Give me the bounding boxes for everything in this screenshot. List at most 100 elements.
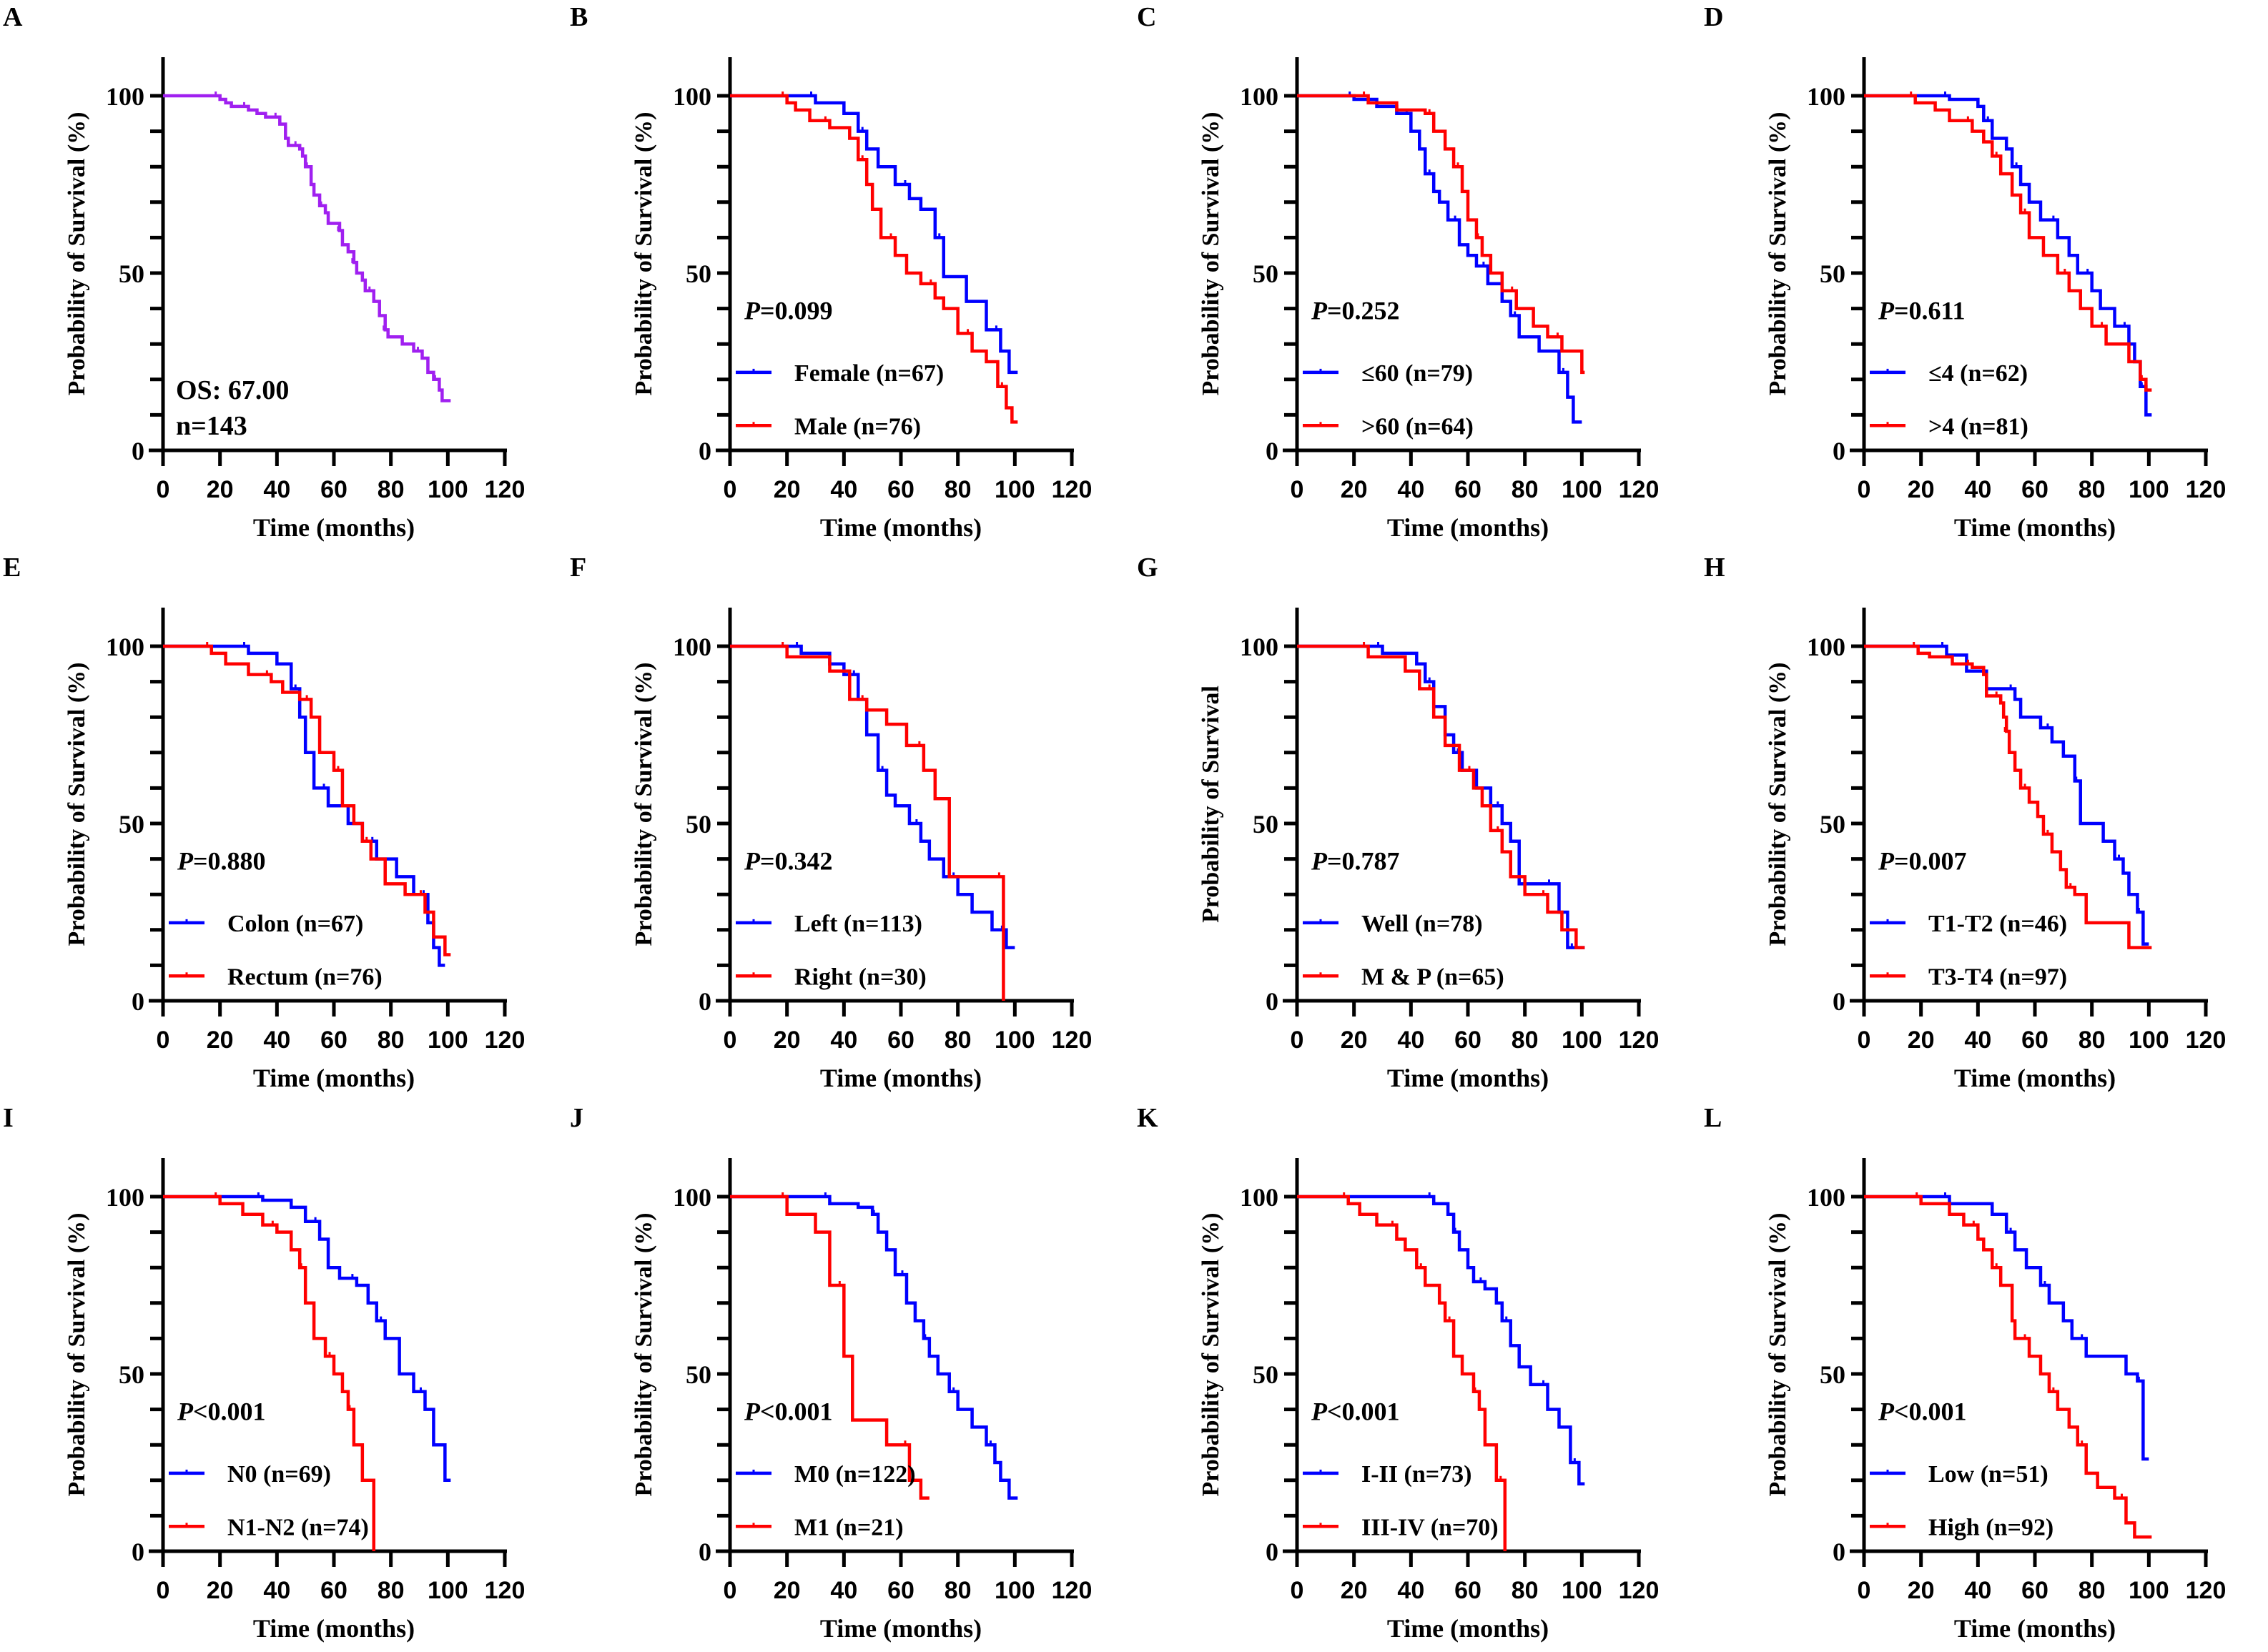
x-tick-label: 60 [2021, 1577, 2048, 1604]
x-tick-label: 60 [1454, 1577, 1481, 1604]
y-axis-title: Probability of Survival (%) [1765, 112, 1791, 396]
y-tick-label: 50 [1820, 259, 1845, 288]
p-value-text: P=0.880 [177, 846, 266, 875]
survival-curve-2 [1864, 94, 2152, 392]
x-tick-label: 60 [887, 1577, 914, 1604]
x-axis-title: Time (months) [1954, 1064, 2116, 1092]
panel-label: K [1137, 1103, 1158, 1133]
km-panel-l: L 0 50 100 0 20 40 60 80 100 120 Time (months) Proba… [1704, 1103, 2227, 1643]
y-tick-label: 0 [1833, 1538, 1845, 1566]
x-tick-label: 0 [1858, 1577, 1871, 1604]
p-value-text: P<0.001 [1878, 1397, 1967, 1425]
x-tick-label: 40 [1397, 1577, 1424, 1604]
legend-label-2: High (n=92) [1928, 1514, 2053, 1540]
y-tick-label: 0 [132, 1538, 144, 1566]
annotation: OS: 67.00 [176, 375, 289, 405]
x-tick-label: 120 [485, 1027, 526, 1054]
x-tick-label: 80 [378, 476, 405, 503]
survival-curve-2 [730, 644, 1005, 1001]
x-tick-label: 100 [1562, 1027, 1602, 1054]
x-tick-label: 100 [995, 476, 1035, 503]
y-axis-title: Probability of Survival (%) [64, 663, 90, 946]
y-tick-label: 100 [673, 1183, 711, 1212]
y-tick-label: 50 [1253, 810, 1278, 839]
x-tick-label: 100 [2129, 1027, 2169, 1054]
legend-label-2: Right (n=30) [794, 964, 927, 990]
x-tick-label: 80 [2079, 476, 2106, 503]
panel-label: E [3, 553, 21, 583]
x-tick-label: 120 [485, 476, 526, 503]
legend-label-2: N1-N2 (n=74) [227, 1514, 369, 1540]
x-tick-label: 120 [1619, 476, 1660, 503]
y-tick-label: 100 [1807, 633, 1845, 661]
x-tick-label: 60 [887, 476, 914, 503]
legend-label-1: T1-T2 (n=46) [1928, 911, 2067, 937]
p-value: =0.007 [1894, 846, 1967, 875]
y-axis-title: Probability of Survival [1198, 686, 1224, 923]
x-axis-title: Time (months) [820, 1614, 982, 1643]
survival-curve-2 [1864, 644, 2152, 949]
legend-label-1: Female (n=67) [794, 360, 944, 387]
x-tick-label: 120 [1619, 1027, 1660, 1054]
x-tick-label: 80 [378, 1027, 405, 1054]
legend-label-1: Low (n=51) [1928, 1461, 2048, 1488]
km-panel-g: G 0 50 100 0 20 40 60 80 100 120 Time (months) Proba… [1137, 553, 1660, 1092]
legend-label-2: >60 (n=64) [1361, 413, 1474, 440]
survival-curve-1 [730, 94, 1018, 375]
y-tick-label: 50 [1253, 259, 1278, 288]
panel-label: J [570, 1103, 583, 1133]
y-tick-label: 50 [119, 259, 144, 288]
x-tick-label: 0 [1291, 1577, 1304, 1604]
p-value: =0.342 [760, 846, 833, 875]
survival-curve-2 [730, 1195, 930, 1500]
km-panel-c: C 0 50 100 0 20 40 60 80 100 120 Time (months) Proba… [1137, 2, 1660, 542]
panel-label: B [570, 2, 588, 32]
y-tick-label: 0 [1266, 437, 1278, 465]
y-tick-label: 50 [1820, 1360, 1845, 1389]
x-tick-label: 120 [1052, 1027, 1093, 1054]
survival-curve-1 [163, 94, 451, 402]
x-tick-label: 100 [995, 1577, 1035, 1604]
km-panel-i: I 0 50 100 0 20 40 60 80 100 120 Time (months) Proba… [3, 1103, 525, 1643]
x-tick-label: 0 [1858, 1027, 1871, 1054]
y-tick-label: 100 [1807, 1183, 1845, 1212]
x-tick-label: 0 [1291, 1027, 1304, 1054]
x-tick-label: 40 [1964, 1027, 1991, 1054]
p-value-text: P=0.007 [1878, 846, 1967, 875]
y-tick-label: 50 [1253, 1360, 1278, 1389]
survival-curve-1 [1864, 1195, 2149, 1461]
x-tick-label: 20 [1908, 1027, 1935, 1054]
x-tick-label: 80 [945, 1027, 972, 1054]
y-tick-label: 0 [132, 987, 144, 1016]
y-tick-label: 100 [673, 633, 711, 661]
km-panel-h: H 0 50 100 0 20 40 60 80 100 120 Time (months) Proba… [1704, 553, 2226, 1092]
panel-label: C [1137, 2, 1156, 32]
y-tick-label: 100 [106, 1183, 144, 1212]
x-tick-label: 80 [378, 1577, 405, 1604]
x-tick-label: 80 [2079, 1027, 2106, 1054]
survival-curve-1 [730, 1195, 1018, 1500]
panel-label: H [1704, 553, 1725, 583]
p-label: P [177, 846, 194, 875]
x-tick-label: 120 [2186, 1577, 2227, 1604]
x-tick-label: 20 [1341, 476, 1368, 503]
x-tick-label: 20 [1341, 1027, 1368, 1054]
y-tick-label: 50 [686, 810, 711, 839]
legend-label-2: Rectum (n=76) [227, 964, 383, 990]
survival-curve-2 [1297, 644, 1585, 949]
y-tick-label: 100 [1240, 1183, 1278, 1212]
p-value: <0.001 [1327, 1397, 1400, 1425]
p-label: P [1311, 296, 1328, 325]
x-tick-label: 40 [830, 1577, 857, 1604]
x-tick-label: 80 [945, 476, 972, 503]
y-tick-label: 0 [1266, 1538, 1278, 1566]
x-tick-label: 80 [1512, 1027, 1539, 1054]
legend-label-2: T3-T4 (n=97) [1928, 964, 2067, 990]
km-panel-d: D 0 50 100 0 20 40 60 80 100 120 Time (months) Proba… [1704, 2, 2226, 542]
legend-label-1: ≤4 (n=62) [1928, 360, 2028, 387]
x-axis-title: Time (months) [253, 1614, 415, 1643]
km-panel-j: J 0 50 100 0 20 40 60 80 100 120 Time (months) Proba… [570, 1103, 1092, 1643]
y-axis-title: Probability of Survival (%) [631, 1213, 657, 1497]
p-label: P [1878, 846, 1895, 875]
p-label: P [1878, 1397, 1895, 1425]
